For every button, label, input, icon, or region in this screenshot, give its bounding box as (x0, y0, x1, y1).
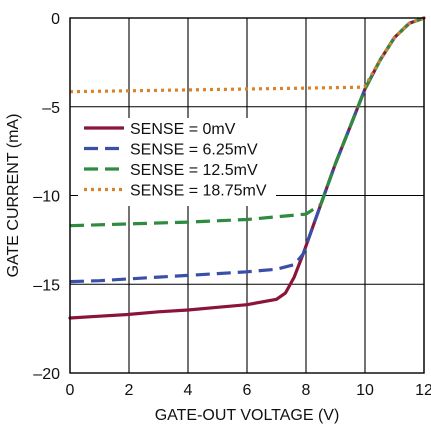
legend-background (78, 118, 276, 206)
y-axis-label: GATE CURRENT (mA) (5, 114, 22, 278)
y-tick-label: –20 (33, 366, 60, 383)
y-tick-label: –5 (42, 100, 60, 117)
x-tick-label: 4 (184, 382, 193, 399)
y-tick-label: –15 (33, 277, 60, 294)
x-tick-label: 10 (356, 382, 374, 399)
legend: SENSE = 0mV SENSE = 6.25mV SENSE = 12.5mV S… (84, 121, 267, 200)
x-tick-label: 2 (125, 382, 134, 399)
axis-ticks: 0 2 4 6 8 10 12 0 –5 –10 –15 –20 (33, 11, 431, 399)
x-axis-label: GATE-OUT VOLTAGE (V) (155, 407, 340, 424)
plot-series (68, 16, 426, 320)
x-tick-label: 0 (66, 382, 75, 399)
series-line-2 (69, 16, 425, 228)
legend-label: SENSE = 12.5mV (130, 162, 258, 179)
legend-label: SENSE = 18.75mV (130, 183, 267, 200)
plot-frame (69, 17, 425, 374)
legend-label: SENSE = 6.25mV (130, 142, 258, 159)
x-tick-label: 12 (415, 382, 431, 399)
legend-label: SENSE = 0mV (130, 121, 236, 138)
y-tick-label: –10 (33, 189, 60, 206)
series-line-3 (69, 16, 425, 94)
y-tick-label: 0 (51, 11, 60, 28)
x-tick-label: 8 (302, 382, 311, 399)
x-tick-label: 6 (243, 382, 252, 399)
